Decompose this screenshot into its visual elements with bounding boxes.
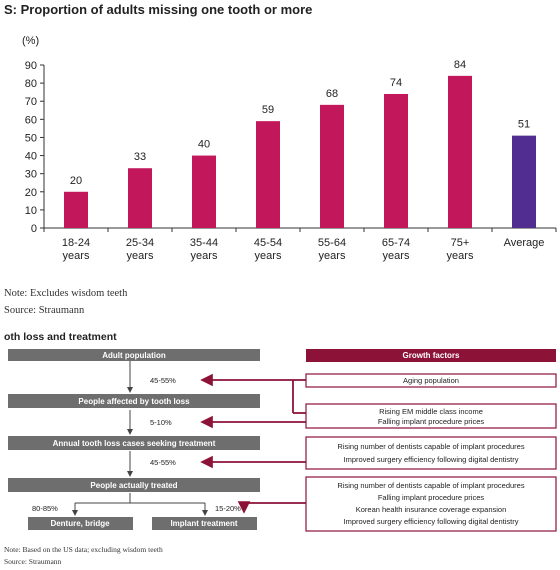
section-title: oth loss and treatment [4, 331, 117, 343]
x-tick-label: 18-24 [62, 237, 90, 249]
y-tick-label: 90 [25, 60, 37, 72]
percent-label: 45-55% [150, 458, 176, 467]
box-seeking-treatment: Annual tooth loss cases seeking treatmen… [8, 436, 260, 450]
x-tick-label: 45-54 [254, 237, 282, 249]
percent-label: 15-20% [215, 504, 241, 513]
bar-value-label: 68 [326, 88, 338, 100]
box-denture-bridge: Denture, bridge [28, 517, 133, 530]
x-tick-label: years [383, 250, 410, 262]
bar [384, 93, 408, 228]
factor-text: Rising EM middle class income [379, 407, 483, 416]
bar [256, 121, 280, 228]
diagram-source: Source: Straumann [4, 557, 62, 566]
bar-value-label: 40 [198, 139, 210, 151]
bar-value-label: 74 [390, 77, 402, 89]
factor-text: Falling implant procedure prices [378, 417, 485, 426]
bar [128, 168, 152, 228]
y-tick-label: 80 [25, 78, 37, 90]
box-implant-treatment-label: Implant treatment [170, 519, 237, 528]
bar-value-label: 84 [454, 59, 466, 71]
y-tick-label: 70 [25, 96, 37, 108]
box-actually-treated: People actually treated [8, 478, 260, 492]
factor-text: Improved surgery efficiency following di… [344, 517, 519, 526]
percent-label: 45-55% [150, 376, 176, 385]
y-tick-label: 10 [25, 205, 37, 217]
x-tick-label: 55-64 [318, 237, 346, 249]
x-tick-label: years [319, 250, 346, 262]
y-tick-label: 30 [25, 169, 37, 181]
box-seeking-treatment-label: Annual tooth loss cases seeking treatmen… [53, 439, 216, 448]
factor-box: Aging population [305, 373, 557, 388]
bar [64, 191, 88, 228]
factor-box: Rising EM middle class income Falling im… [305, 403, 557, 429]
box-actually-treated-label: People actually treated [90, 481, 177, 490]
bar [320, 104, 344, 228]
factor-box: Rising number of dentists capable of imp… [305, 476, 557, 532]
bar-chart: (%)01020304050607080902018-24years3325-3… [22, 35, 557, 262]
y-axis-label: (%) [22, 35, 39, 47]
diagram-note: Note: Based on the US data; excluding wi… [4, 545, 163, 554]
factor-box: Rising number of dentists capable of imp… [305, 436, 557, 470]
factor-text: Rising number of dentists capable of imp… [337, 442, 524, 451]
x-tick-label: years [127, 250, 154, 262]
y-tick-label: 40 [25, 151, 37, 163]
factor-text: Improved surgery efficiency following di… [344, 455, 519, 464]
percent-label: 80-85% [32, 504, 58, 513]
chart-title: S: Proportion of adults missing one toot… [4, 2, 313, 17]
bar-value-label: 59 [262, 104, 274, 116]
bar-value-label: 33 [134, 151, 146, 163]
factor-text: Aging population [403, 376, 459, 385]
x-tick-label: years [447, 250, 474, 262]
x-tick-label: years [191, 250, 218, 262]
box-adult-population: Adult population [8, 349, 260, 361]
x-tick-label: 35-44 [190, 237, 218, 249]
x-tick-label: 75+ [451, 237, 470, 249]
bar [448, 75, 472, 228]
factor-text: Korean health insurance coverage expansi… [356, 505, 507, 514]
chart-note: Note: Excludes wisdom teeth [4, 288, 128, 299]
growth-factors-title: Growth factors [403, 351, 460, 360]
x-tick-label: 25-34 [126, 237, 154, 249]
y-tick-label: 0 [31, 223, 37, 235]
bar [192, 155, 216, 228]
chart-source: Source: Straumann [4, 305, 85, 316]
box-people-affected-label: People affected by tooth loss [78, 397, 190, 406]
y-tick-label: 60 [25, 114, 37, 126]
x-tick-label: years [63, 250, 90, 262]
x-tick-label: Average [504, 237, 545, 249]
box-implant-treatment: Implant treatment [152, 517, 257, 530]
bar-value-label: 51 [518, 119, 530, 131]
percent-label: 5-10% [150, 418, 172, 427]
factor-text: Falling implant procedure prices [378, 493, 485, 502]
y-tick-label: 50 [25, 132, 37, 144]
box-people-affected: People affected by tooth loss [8, 394, 260, 408]
x-tick-label: 65-74 [382, 237, 410, 249]
bar-value-label: 20 [70, 175, 82, 187]
growth-factors-header: Growth factors [306, 349, 556, 362]
bar [512, 135, 536, 228]
box-denture-bridge-label: Denture, bridge [50, 519, 110, 528]
y-tick-label: 20 [25, 187, 37, 199]
x-tick-label: years [255, 250, 282, 262]
box-adult-population-label: Adult population [102, 351, 166, 360]
factor-text: Rising number of dentists capable of imp… [337, 481, 524, 490]
